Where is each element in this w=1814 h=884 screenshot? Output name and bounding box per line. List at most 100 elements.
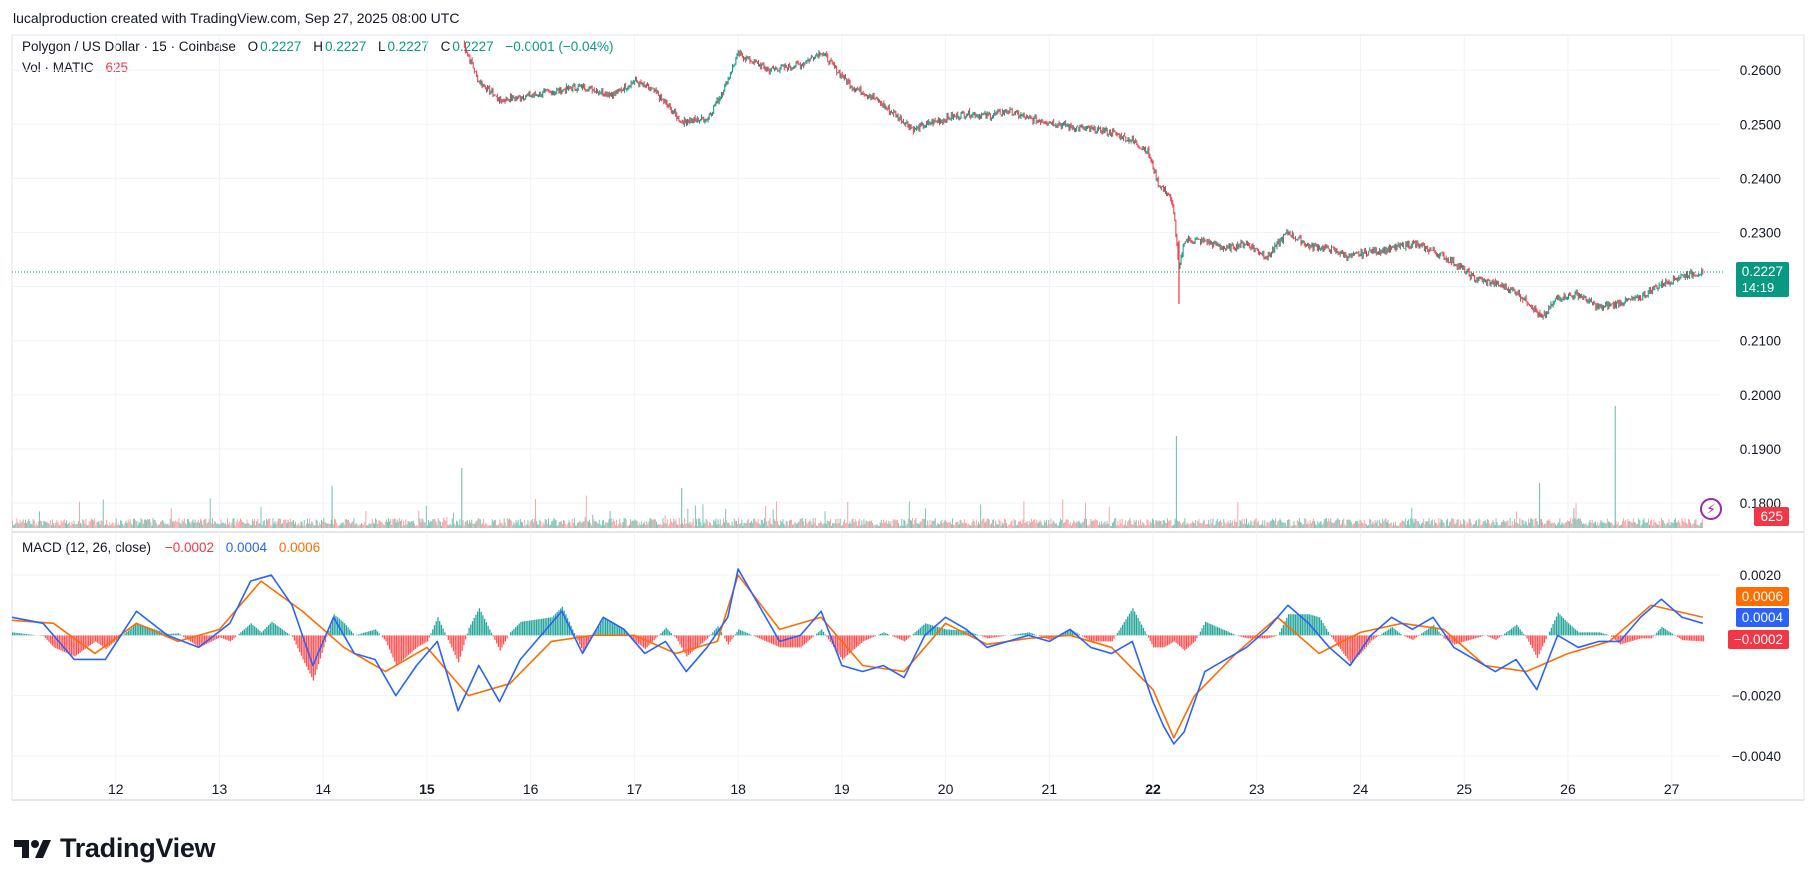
- volume-bar: [1144, 525, 1146, 528]
- volume-bar: [215, 522, 217, 528]
- volume-bar: [73, 520, 75, 528]
- volume-bar: [939, 524, 941, 528]
- macd-histogram-bar: [900, 635, 902, 640]
- volume-bar: [1637, 523, 1639, 528]
- volume-bar: [357, 525, 359, 528]
- volume-bar: [275, 524, 277, 528]
- macd-histogram-bar: [1095, 635, 1098, 642]
- volume-bar: [433, 519, 435, 528]
- volume-bar: [1493, 521, 1495, 528]
- volume-bar: [1083, 518, 1085, 528]
- volume-bar: [719, 519, 721, 528]
- macd-histogram-bar: [1481, 635, 1483, 637]
- volume-bar: [341, 523, 343, 528]
- volume-bar: [630, 519, 632, 528]
- volume-bar: [298, 522, 300, 528]
- volume-bar: [1611, 522, 1613, 528]
- volume-bar: [436, 525, 438, 528]
- macd-histogram-bar: [1443, 635, 1445, 639]
- volume-bar: [703, 522, 705, 528]
- volume-bar: [57, 521, 59, 528]
- volume-bar: [1013, 518, 1015, 528]
- volume-bar: [531, 519, 533, 528]
- volume-bar: [103, 525, 105, 528]
- volume-bar: [1341, 523, 1343, 528]
- macd-histogram-bar: [805, 635, 807, 643]
- volume-bar: [781, 522, 783, 528]
- macd-histogram-bar: [305, 635, 308, 667]
- volume-bar: [846, 522, 848, 528]
- volume-bar: [1091, 521, 1093, 528]
- volume-bar: [1212, 518, 1214, 528]
- volume-bar: [688, 523, 690, 528]
- macd-histogram-bar: [893, 635, 896, 637]
- volume-bar: [627, 525, 629, 528]
- volume-bar: [96, 522, 98, 528]
- volume-bar: [1020, 520, 1022, 528]
- macd-histogram-bar: [369, 630, 372, 636]
- volume-bar: [1012, 525, 1014, 528]
- volume-bar: [1551, 522, 1553, 528]
- volume-bar: [271, 525, 273, 528]
- volume-bar: [668, 523, 670, 528]
- macd-histogram-bar: [551, 617, 553, 636]
- volume-bar: [1193, 522, 1195, 528]
- volume-bar: [287, 519, 289, 528]
- volume-bar: [1138, 524, 1140, 528]
- macd-histogram-bar: [1635, 635, 1637, 640]
- macd-histogram-bar: [959, 630, 961, 636]
- volume-bar: [1696, 524, 1698, 528]
- volume-bar: [1269, 520, 1271, 528]
- macd-histogram-bar: [29, 634, 31, 636]
- volume-bar: [798, 521, 800, 528]
- macd-label[interactable]: MACD (12, 26, close): [22, 540, 152, 555]
- volume-bar: [125, 520, 127, 528]
- macd-histogram-bar: [644, 635, 647, 649]
- volume-bar: [181, 519, 183, 528]
- lightning-icon[interactable]: ⚡: [1700, 498, 1722, 520]
- volume-bar: [233, 518, 235, 528]
- macd-histogram-bar: [812, 635, 814, 637]
- current-price-tag: 0.2227 14:19: [1735, 261, 1789, 297]
- macd-histogram-bar: [834, 635, 837, 650]
- volume-bar: [1255, 518, 1257, 528]
- volume-bar: [1456, 519, 1458, 528]
- volume-bar: [313, 525, 315, 528]
- volume-bar: [49, 520, 51, 528]
- volume-bar: [1632, 518, 1634, 528]
- volume-bar: [272, 518, 274, 528]
- macd-histogram-bar: [698, 635, 700, 646]
- volume-bar: [99, 524, 101, 528]
- macd-histogram-bar: [1223, 630, 1226, 636]
- volume-bar: [701, 525, 703, 528]
- volume-bar: [613, 520, 615, 528]
- volume-bar: [1566, 520, 1568, 528]
- macd-histogram-bar: [1274, 635, 1276, 637]
- volume-bar: [1440, 518, 1442, 528]
- macd-histogram-bar: [1000, 635, 1003, 637]
- macd-histogram-bar: [482, 615, 484, 636]
- volume-bar: [990, 523, 992, 528]
- volume-bar: [1201, 523, 1203, 528]
- macd-histogram-bar: [509, 632, 512, 636]
- macd-histogram-bar: [1491, 635, 1494, 639]
- volume-bar: [1636, 524, 1638, 528]
- macd-histogram-bar: [100, 635, 102, 646]
- volume-bar: [273, 523, 275, 528]
- volume-bar: [1497, 525, 1499, 528]
- volume-label[interactable]: Vol · MATIC: [22, 60, 94, 75]
- volume-bar: [712, 525, 714, 528]
- volume-bar: [633, 520, 635, 528]
- volume-bar: [63, 519, 65, 528]
- volume-bar: [1630, 522, 1632, 528]
- volume-bar: [1065, 519, 1067, 528]
- x-tick-label: 22: [1145, 781, 1161, 797]
- volume-bar: [1517, 522, 1519, 528]
- symbol-label[interactable]: Polygon / US Dollar · 15 · Coinbase: [22, 39, 236, 54]
- macd-histogram-bar: [492, 635, 494, 637]
- macd-histogram-bar: [1016, 634, 1018, 636]
- macd-histogram-bar: [394, 635, 396, 662]
- volume-bar: [235, 521, 237, 528]
- volume-bar: [337, 525, 339, 528]
